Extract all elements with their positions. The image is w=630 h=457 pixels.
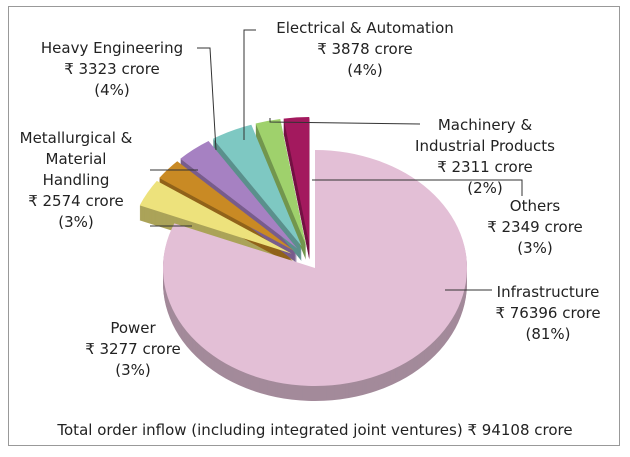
- category-name: Heavy Engineering: [40, 39, 184, 57]
- value-label: ₹ 3323 crore: [64, 60, 160, 78]
- slice: [213, 124, 302, 247]
- slice-label: Heavy Engineering ₹ 3323 crore (4%): [22, 38, 202, 101]
- leader-lines: [150, 29, 523, 291]
- category-name: Machinery & Industrial Products: [415, 116, 555, 155]
- value-label: ₹ 2574 crore: [28, 192, 124, 210]
- slice: [139, 180, 292, 254]
- frame: [8, 6, 620, 446]
- leader-line: [197, 47, 217, 151]
- slice-label: Infrastructure ₹ 76396 crore (81%): [478, 282, 618, 345]
- footnote: Total order inflow (including integrated…: [57, 421, 573, 439]
- slice-label: Power ₹ 3277 crore (3%): [68, 318, 198, 381]
- slice-label: Electrical & Automation ₹ 3878 crore (4%): [240, 18, 490, 81]
- percent-label: (4%): [94, 81, 130, 99]
- percent-label: (4%): [347, 61, 383, 79]
- slice: [159, 161, 295, 251]
- slice: [180, 141, 298, 249]
- slice: [255, 119, 306, 245]
- slice: [162, 150, 467, 387]
- value-label: ₹ 2349 crore: [487, 218, 583, 236]
- value-label: ₹ 76396 crore: [495, 304, 601, 322]
- value-label: ₹ 3277 crore: [85, 340, 181, 358]
- leader-line: [269, 118, 421, 125]
- leader-line: [243, 29, 256, 140]
- category-name: Infrastructure: [496, 283, 600, 301]
- percent-label: (3%): [517, 239, 553, 257]
- percent-label: (3%): [115, 361, 151, 379]
- category-name: Metallurgical & Material Handling: [19, 129, 133, 189]
- leader-line: [312, 179, 523, 196]
- percent-label: (81%): [525, 325, 571, 343]
- value-label: ₹ 2311 crore: [437, 158, 533, 176]
- category-name: Power: [110, 319, 156, 337]
- slice: [283, 117, 310, 245]
- category-name: Others: [509, 197, 561, 215]
- category-name: Electrical & Automation: [276, 19, 454, 37]
- value-label: ₹ 3878 crore: [317, 40, 413, 58]
- percent-label: (2%): [467, 179, 503, 197]
- percent-label: (3%): [58, 213, 94, 231]
- slice-label: Machinery & Industrial Products ₹ 2311 cr…: [405, 115, 565, 199]
- slice-label: Others ₹ 2349 crore (3%): [470, 196, 600, 259]
- slice-label: Metallurgical & Material Handling ₹ 2574 …: [12, 128, 140, 233]
